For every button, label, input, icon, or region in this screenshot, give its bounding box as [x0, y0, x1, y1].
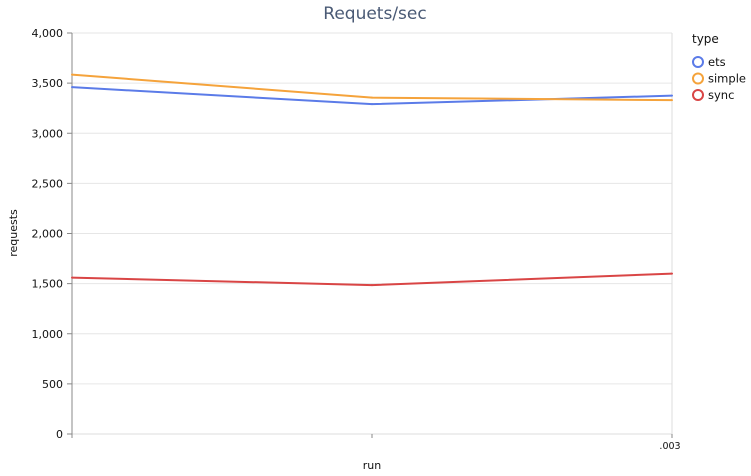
data-point-simple	[371, 96, 373, 99]
x-axis-title: run	[363, 459, 381, 472]
data-point-sync	[671, 272, 673, 275]
y-tick-label: 3,500	[32, 77, 64, 90]
legend-symbol-ets[interactable]	[692, 56, 704, 68]
chart-title: Requets/sec	[323, 4, 426, 24]
data-point-simple	[71, 73, 73, 76]
y-tick-label: 0	[56, 428, 63, 441]
y-tick-label: 2,000	[32, 228, 64, 241]
y-tick-label: 2,500	[32, 177, 64, 190]
gridlines	[72, 32, 672, 435]
legend-label-sync[interactable]: sync	[708, 88, 734, 102]
data-point-sync	[371, 284, 373, 287]
data-point-ets	[371, 103, 373, 106]
y-tick-label: 1,000	[32, 328, 64, 341]
legend-symbol-sync[interactable]	[692, 89, 704, 101]
y-axis-title: requests	[7, 209, 20, 257]
legend: type ets simple sync	[692, 32, 746, 102]
data-point-ets	[671, 94, 673, 97]
y-tick-label: 1,500	[32, 278, 64, 291]
x-axis-ticks: .003	[71, 434, 681, 452]
legend-symbol-simple[interactable]	[692, 72, 704, 85]
y-axis-ticks: 0 500 1,000 1,500 2,000 2,500 3,000 3,500 4,000	[32, 27, 72, 441]
series-lines	[71, 73, 673, 287]
y-tick-label: 3,000	[32, 127, 64, 140]
y-tick-label: 500	[42, 378, 63, 391]
legend-label-simple[interactable]: simple	[708, 72, 746, 86]
series-line-simple	[71, 73, 673, 102]
data-point-ets	[71, 86, 73, 89]
legend-title: type	[692, 32, 719, 46]
legend-label-ets[interactable]: ets	[708, 55, 726, 69]
data-point-sync	[71, 276, 73, 279]
series-line-ets	[71, 86, 673, 106]
y-tick-label: 4,000	[32, 27, 64, 40]
x-tick-label: .003	[659, 441, 680, 452]
data-point-simple	[671, 99, 673, 102]
